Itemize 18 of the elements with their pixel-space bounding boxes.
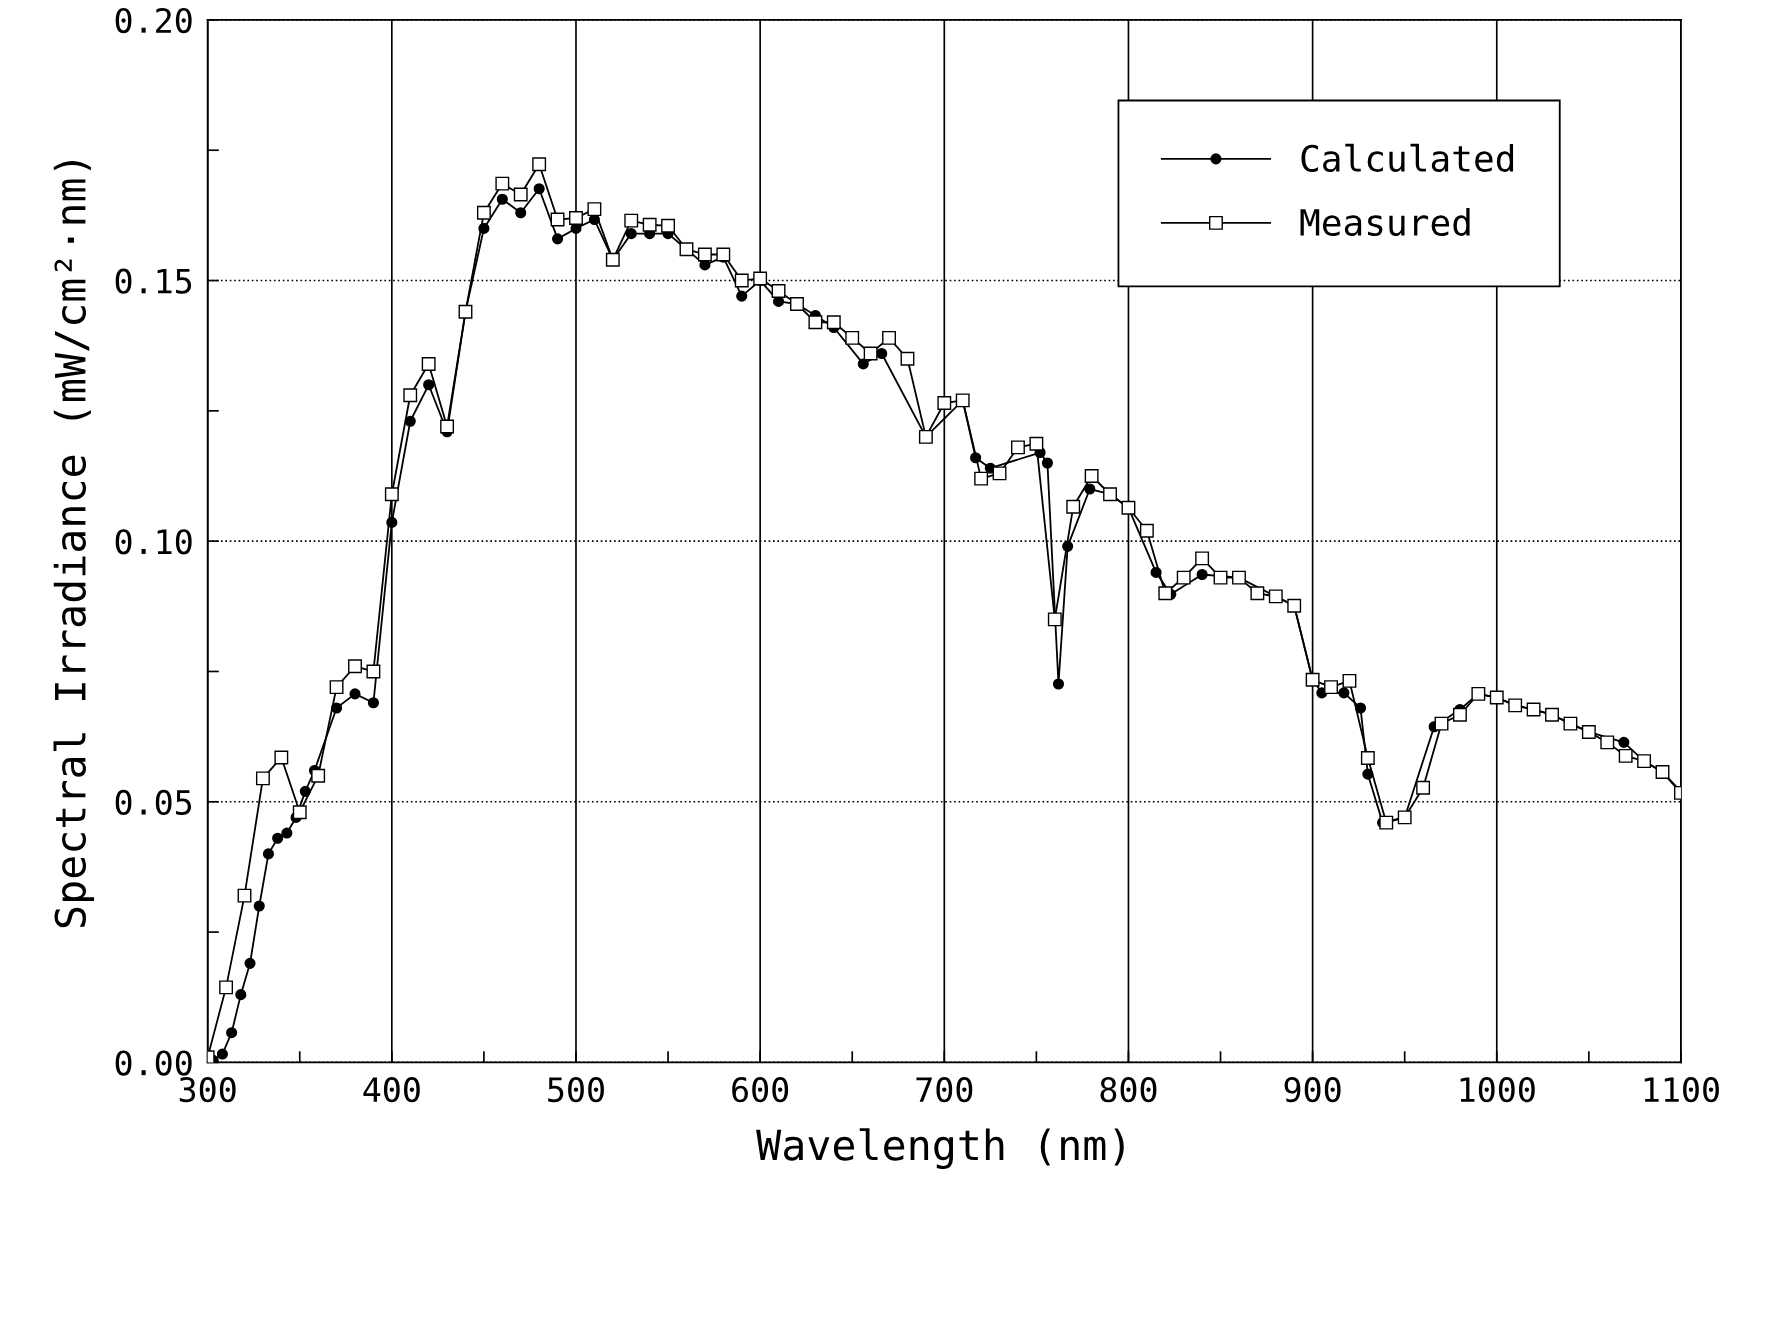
y-tick-label: 0.10 bbox=[115, 529, 192, 555]
x-tick-label: 700 bbox=[916, 1077, 973, 1103]
y-tick-label: 0.15 bbox=[115, 268, 192, 294]
x-tick-label: 300 bbox=[179, 1077, 236, 1103]
x-tick-label: 400 bbox=[363, 1077, 420, 1103]
x-axis-title: Wavelength (nm) bbox=[756, 1128, 1124, 1169]
x-tick-label: 900 bbox=[1284, 1077, 1341, 1103]
y-tick-label: 0.05 bbox=[115, 789, 192, 816]
x-tick-label: 1000 bbox=[1460, 1077, 1535, 1103]
y-tick-label: 0.20 bbox=[115, 7, 192, 34]
x-tick-label: 1100 bbox=[1644, 1077, 1719, 1103]
legend-label: Calculated bbox=[1301, 143, 1514, 172]
x-tick-label: 600 bbox=[732, 1077, 789, 1103]
legend-label: Measured bbox=[1300, 208, 1470, 237]
y-axis-title: Spectral Irradiance (mW/cm²·nm) bbox=[53, 160, 95, 928]
y-tick-label: 0.00 bbox=[115, 1050, 192, 1076]
x-tick-label: 500 bbox=[548, 1077, 604, 1103]
x-tick-label: 800 bbox=[1100, 1077, 1157, 1103]
